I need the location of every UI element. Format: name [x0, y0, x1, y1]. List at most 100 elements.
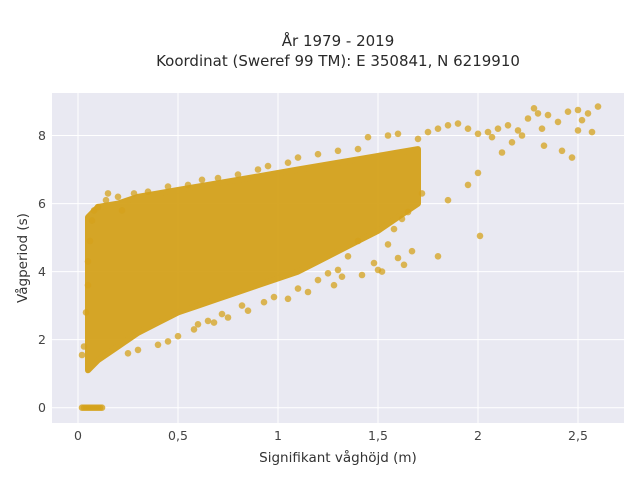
- scatter-point: [424, 128, 432, 136]
- scatter-point: [134, 346, 142, 354]
- scatter-point: [394, 254, 402, 262]
- scatter-point: [88, 217, 96, 224]
- scatter-point: [476, 232, 484, 240]
- scatter-point: [474, 130, 482, 138]
- scatter-points: [78, 103, 602, 412]
- scatter-point: [354, 237, 362, 245]
- scatter-point: [284, 159, 292, 166]
- scatter-point: [568, 154, 576, 161]
- scatter-point: [144, 188, 152, 195]
- scatter-point: [404, 208, 412, 216]
- scatter-point: [588, 128, 596, 136]
- scatter-point: [102, 196, 110, 204]
- scatter-point: [384, 132, 392, 139]
- scatter-point: [558, 147, 566, 155]
- scatter-point: [114, 193, 122, 201]
- y-tick-label: 8: [38, 128, 46, 143]
- scatter-point: [574, 127, 582, 134]
- scatter-point: [84, 258, 92, 265]
- scatter-point: [238, 302, 246, 309]
- scatter-point-zero: [98, 404, 106, 412]
- scatter-point: [518, 132, 526, 139]
- scatter-point: [370, 259, 378, 267]
- scatter-point: [314, 276, 322, 284]
- x-tick-label: 2,5: [568, 428, 588, 443]
- scatter-point: [104, 190, 112, 197]
- scatter-point: [554, 118, 562, 126]
- scatter-point: [86, 237, 94, 245]
- scatter-point: [270, 293, 278, 301]
- scatter-point: [314, 150, 322, 158]
- chart-title-line2: Koordinat (Sweref 99 TM): E 350841, N 62…: [156, 52, 520, 70]
- scatter-point: [544, 111, 552, 119]
- scatter-point: [454, 120, 462, 127]
- scatter-point: [244, 307, 252, 315]
- scatter-point: [338, 273, 346, 281]
- scatter-point: [464, 125, 472, 132]
- scatter-point: [264, 162, 272, 170]
- scatter-point: [198, 176, 206, 184]
- scatter-point: [578, 116, 586, 124]
- scatter-point: [464, 181, 472, 189]
- scatter-point: [494, 125, 502, 132]
- scatter-point: [534, 110, 542, 117]
- scatter-point: [530, 105, 538, 112]
- scatter-point: [304, 288, 312, 296]
- scatter-point: [164, 183, 172, 190]
- density-cloud: [85, 146, 421, 374]
- scatter-point: [394, 130, 402, 138]
- y-tick-label: 6: [38, 196, 46, 211]
- scatter-point: [564, 108, 572, 115]
- scatter-point: [124, 350, 132, 357]
- x-tick-label: 0,5: [168, 428, 188, 443]
- y-tick-label: 4: [38, 264, 46, 279]
- scatter-point: [408, 247, 416, 255]
- scatter-point: [364, 133, 372, 141]
- density-band: [85, 146, 421, 374]
- scatter-point: [284, 295, 292, 303]
- scatter-point: [574, 106, 582, 114]
- scatter-point: [164, 338, 172, 345]
- scatter-point: [190, 326, 198, 333]
- scatter-point: [154, 341, 162, 349]
- scatter-point: [498, 149, 506, 156]
- scatter-point: [400, 261, 408, 269]
- x-tick-labels: 0 0,5 1 1,5 2 2,5: [74, 428, 588, 443]
- scatter-point: [294, 154, 302, 161]
- chart-title-line1: År 1979 - 2019: [282, 31, 395, 50]
- scatter-point: [434, 125, 442, 132]
- scatter-point: [214, 174, 222, 182]
- x-axis-label: Signifikant våghöjd (m): [259, 449, 417, 466]
- y-axis-label: Vågperiod (s): [14, 213, 31, 303]
- scatter-point: [78, 351, 86, 359]
- scatter-point: [254, 166, 262, 173]
- scatter-point: [118, 207, 126, 214]
- scatter-point: [390, 225, 398, 233]
- scatter-point: [334, 147, 342, 155]
- scatter-point: [504, 122, 512, 129]
- scatter-point: [224, 314, 232, 321]
- scatter-point: [354, 145, 362, 153]
- scatter-point: [398, 215, 406, 223]
- x-tick-label: 0: [74, 428, 82, 443]
- scatter-point: [358, 271, 366, 279]
- scatter-point: [584, 110, 592, 117]
- scatter-point: [538, 125, 546, 132]
- scatter-point: [444, 122, 452, 129]
- y-tick-label: 0: [38, 400, 46, 415]
- scatter-point: [488, 133, 496, 141]
- y-tick-labels: 0 2 4 6 8: [38, 128, 46, 415]
- scatter-point: [94, 203, 102, 211]
- scatter-point: [418, 190, 426, 197]
- scatter-point: [344, 252, 352, 260]
- y-tick-label: 2: [38, 332, 46, 347]
- scatter-point: [218, 310, 226, 318]
- x-tick-label: 1,5: [368, 428, 388, 443]
- x-tick-label: 2: [474, 428, 482, 443]
- scatter-point: [324, 270, 332, 277]
- scatter-point: [374, 266, 382, 274]
- scatter-point: [294, 285, 302, 292]
- scatter-point: [194, 321, 202, 328]
- scatter-point: [444, 196, 452, 204]
